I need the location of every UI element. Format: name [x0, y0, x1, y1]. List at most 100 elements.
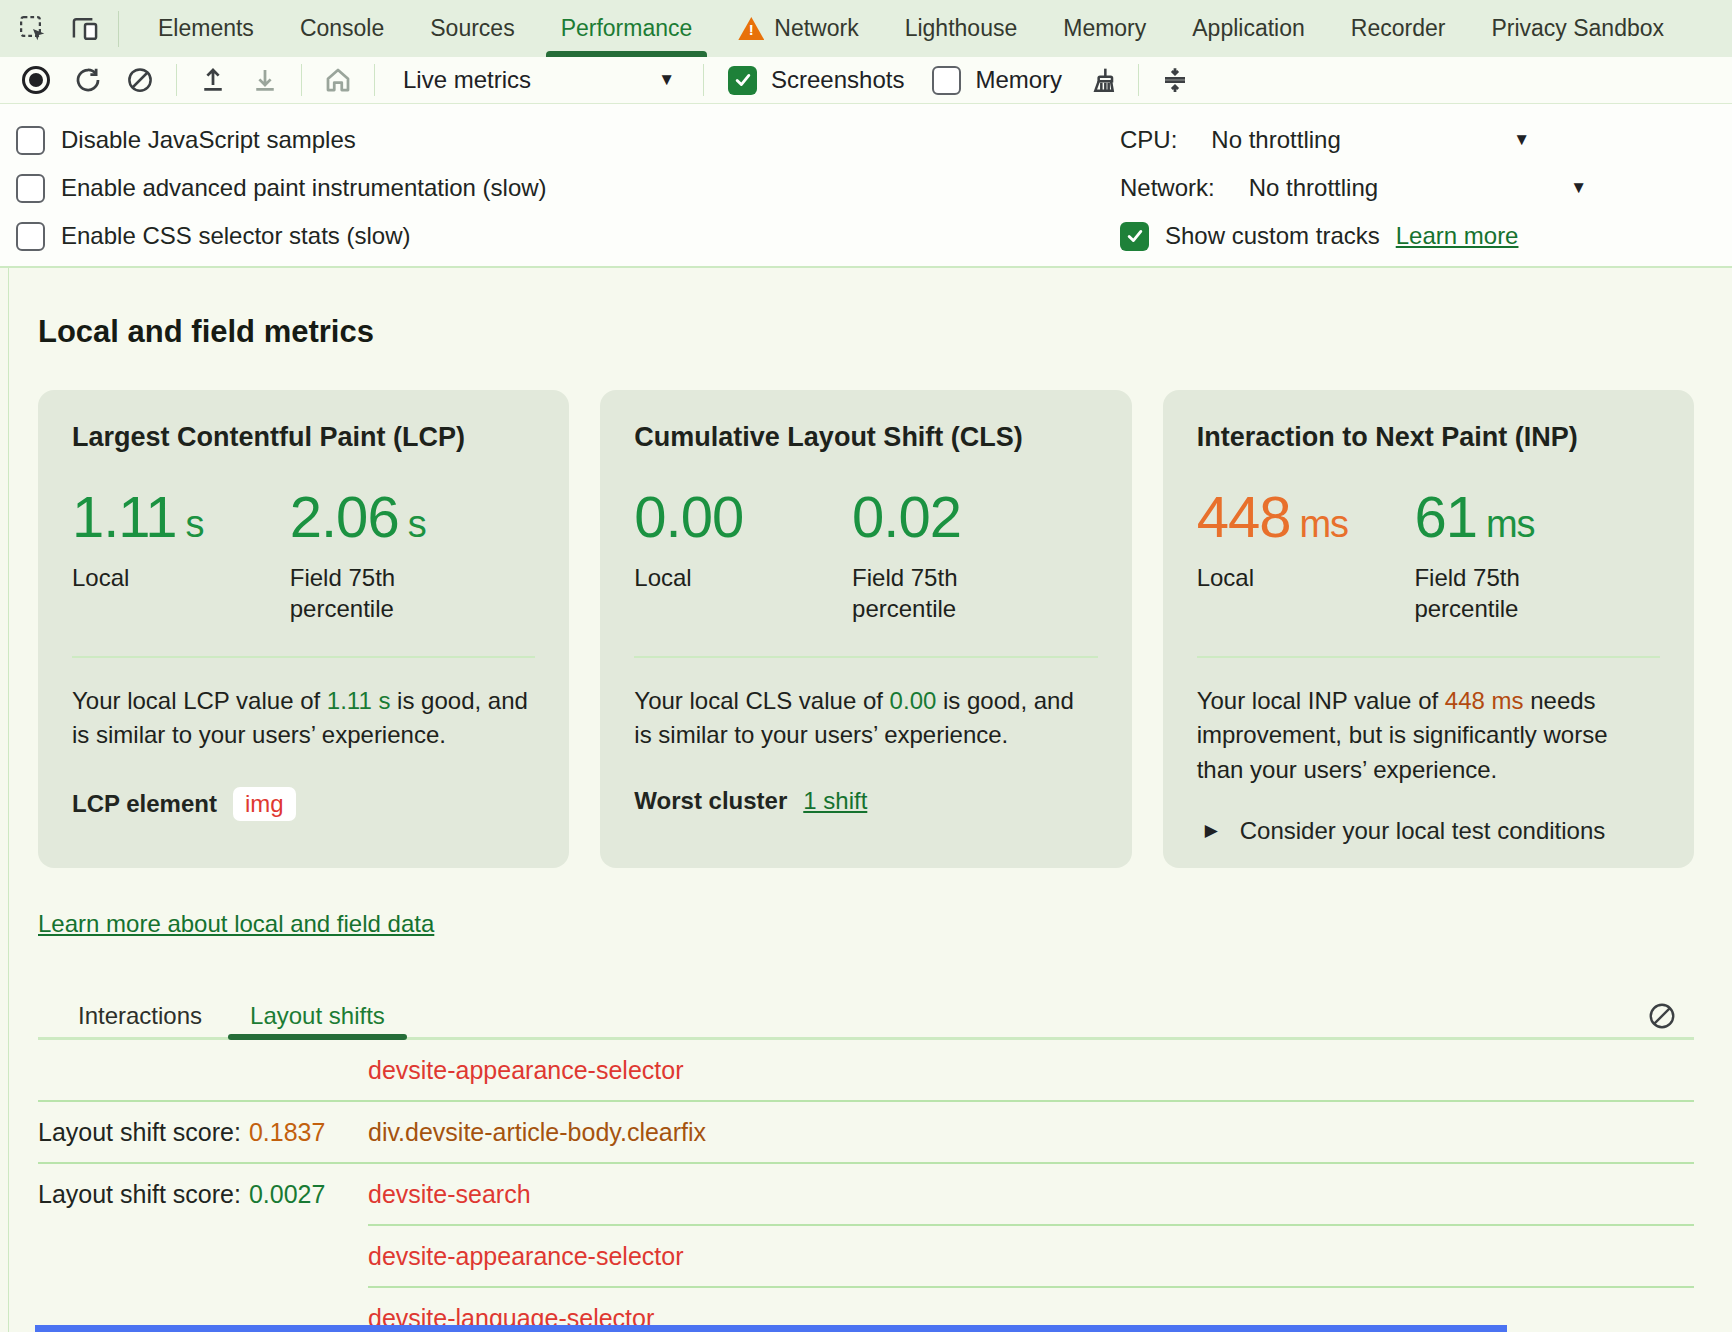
tab-label: Elements	[158, 15, 254, 42]
setting-checkbox-enable-advanced-paint[interactable]: Enable advanced paint instrumentation (s…	[16, 164, 547, 212]
log-tab-interactions[interactable]: Interactions	[54, 994, 226, 1037]
record-icon	[22, 66, 50, 94]
log-tabbar: InteractionsLayout shifts	[38, 994, 1694, 1040]
cpu-throttling-select[interactable]: CPU: No throttling ▼	[1120, 116, 1575, 164]
tab-application[interactable]: Application	[1169, 0, 1328, 57]
network-throttling-select[interactable]: Network: No throttling ▼	[1120, 164, 1575, 212]
clear-recording-button[interactable]	[118, 60, 162, 100]
network-value: No throttling	[1249, 174, 1378, 202]
cpu-label: CPU:	[1120, 126, 1177, 154]
tab-label: Performance	[561, 15, 693, 42]
warning-icon: !	[738, 17, 764, 40]
layout-shift-score-value: 0.0027	[249, 1180, 325, 1209]
clear-log-button[interactable]	[1642, 996, 1682, 1036]
tab-elements[interactable]: Elements	[135, 0, 277, 57]
lcp-element-label: LCP element	[72, 790, 217, 818]
inp-field-value: 61ms	[1414, 483, 1614, 550]
tab-sources[interactable]: Sources	[407, 0, 537, 57]
inspect-element-icon[interactable]	[14, 10, 52, 48]
lcp-element-node-link[interactable]: img	[233, 787, 296, 821]
layout-shift-log: devsite-appearance-selector Layout shift…	[38, 1040, 1694, 1332]
tab-network[interactable]: !Network	[715, 0, 881, 57]
throttling-controls: CPU: No throttling ▼ Network: No throttl…	[1120, 116, 1575, 260]
tabbar-separator	[118, 11, 119, 47]
shifted-node-link[interactable]: devsite-appearance-selector	[368, 1056, 683, 1085]
shifted-node-link[interactable]: devsite-search	[368, 1180, 531, 1209]
custom-tracks-checkbox[interactable]	[1120, 222, 1149, 251]
tab-label: Application	[1192, 15, 1305, 42]
home-icon	[323, 65, 353, 95]
history-dropdown[interactable]: Live metrics ▼	[389, 60, 689, 100]
layout-shift-score-value: 0.1837	[249, 1118, 325, 1147]
memory-label: Memory	[975, 66, 1062, 94]
cls-field-value: 0.02	[852, 483, 1052, 550]
cls-card: Cumulative Layout Shift (CLS) 0.00 Local…	[600, 390, 1131, 868]
layout-shift-score-label: Layout shift score:	[38, 1118, 241, 1147]
cls-local-value: 0.00	[634, 483, 852, 550]
custom-tracks-label: Show custom tracks	[1165, 222, 1380, 250]
collect-garbage-button[interactable]	[1080, 60, 1124, 100]
custom-tracks-learn-more-link[interactable]: Learn more	[1396, 222, 1519, 250]
log-tab-layout-shifts[interactable]: Layout shifts	[226, 994, 409, 1037]
custom-tracks-row: Show custom tracks Learn more	[1120, 212, 1575, 260]
inp-local-conditions-label: Consider your local test conditions	[1240, 817, 1606, 845]
inp-card-title: Interaction to Next Paint (INP)	[1197, 422, 1660, 453]
chevron-down-icon: ▼	[1570, 178, 1587, 198]
load-profile-button[interactable]	[191, 60, 235, 100]
bottom-screenshot-strip	[35, 1325, 1507, 1332]
metric-cards: Largest Contentful Paint (LCP) 1.11s Loc…	[38, 390, 1694, 868]
record-button[interactable]	[14, 60, 58, 100]
learn-more-local-field-link[interactable]: Learn more about local and field data	[38, 910, 434, 938]
memory-checkbox[interactable]: Memory	[922, 66, 1072, 95]
upload-icon	[198, 65, 228, 95]
inp-field-label: Field 75th percentile	[1414, 562, 1614, 624]
cls-local-label: Local	[634, 562, 834, 593]
tab-label: Recorder	[1351, 15, 1446, 42]
tab-lighthouse[interactable]: Lighthouse	[882, 0, 1041, 57]
lcp-card-title: Largest Contentful Paint (LCP)	[72, 422, 535, 453]
devtools-tabs: Elements ConsoleSources Performance !Networ…	[135, 0, 1687, 57]
collapse-icon	[1160, 65, 1190, 95]
layout-shift-score-label: Layout shift score:	[38, 1180, 241, 1209]
shifted-node-link[interactable]: devsite-appearance-selector	[368, 1242, 683, 1271]
checkbox-unchecked-icon	[16, 222, 45, 251]
device-toolbar-icon[interactable]	[66, 10, 104, 48]
block-icon	[1647, 1001, 1677, 1031]
tab-console[interactable]: Console	[277, 0, 407, 57]
cls-worst-cluster-link[interactable]: 1 shift	[803, 787, 867, 815]
setting-checkbox-enable-css-selector[interactable]: Enable CSS selector stats (slow)	[16, 212, 547, 260]
cls-card-title: Cumulative Layout Shift (CLS)	[634, 422, 1097, 453]
inp-local-conditions-disclosure[interactable]: ▶ Consider your local test conditions	[1197, 817, 1660, 845]
tabbar-icon-group	[0, 0, 135, 57]
setting-checkbox-disable-javascript-samples[interactable]: Disable JavaScript samples	[16, 116, 547, 164]
reload-icon	[73, 65, 103, 95]
cpu-value: No throttling	[1211, 126, 1340, 154]
inp-card: Interaction to Next Paint (INP) 448ms Lo…	[1163, 390, 1694, 868]
download-icon	[250, 65, 280, 95]
save-profile-button[interactable]	[243, 60, 287, 100]
tab-label: Privacy Sandbox	[1491, 15, 1664, 42]
checkbox-unchecked-icon	[932, 66, 961, 95]
tab-performance[interactable]: Performance	[538, 0, 716, 57]
collapse-shortcuts-button[interactable]	[1153, 60, 1197, 100]
layout-shift-row: Layout shift score: 0.0027 devsite-searc…	[38, 1164, 1694, 1224]
lcp-field-value: 2.06s	[290, 483, 490, 550]
clear-icon	[125, 65, 155, 95]
layout-shift-row: devsite-appearance-selector	[38, 1226, 1694, 1286]
tab-memory[interactable]: Memory	[1040, 0, 1169, 57]
tab-recorder[interactable]: Recorder	[1328, 0, 1469, 57]
home-button[interactable]	[316, 60, 360, 100]
cls-description: Your local CLS value of 0.00 is good, an…	[634, 684, 1097, 752]
layout-shift-row: devsite-appearance-selector	[38, 1040, 1694, 1100]
tab-privacy-sandbox[interactable]: Privacy Sandbox	[1468, 0, 1687, 57]
reload-and-record-button[interactable]	[66, 60, 110, 100]
lcp-field-label: Field 75th percentile	[290, 562, 490, 624]
screenshots-label: Screenshots	[771, 66, 904, 94]
lcp-local-value: 1.11s	[72, 483, 290, 550]
shifted-node-link[interactable]: div.devsite-article-body.clearfix	[368, 1118, 706, 1147]
screenshots-checkbox[interactable]: Screenshots	[718, 66, 914, 95]
lcp-description: Your local LCP value of 1.11 s is good, …	[72, 684, 535, 752]
performance-settings-pane: Disable JavaScript samplesEnable advance…	[0, 104, 1732, 268]
inp-description: Your local INP value of 448 ms needs imp…	[1197, 684, 1660, 786]
lcp-card: Largest Contentful Paint (LCP) 1.11s Loc…	[38, 390, 569, 868]
